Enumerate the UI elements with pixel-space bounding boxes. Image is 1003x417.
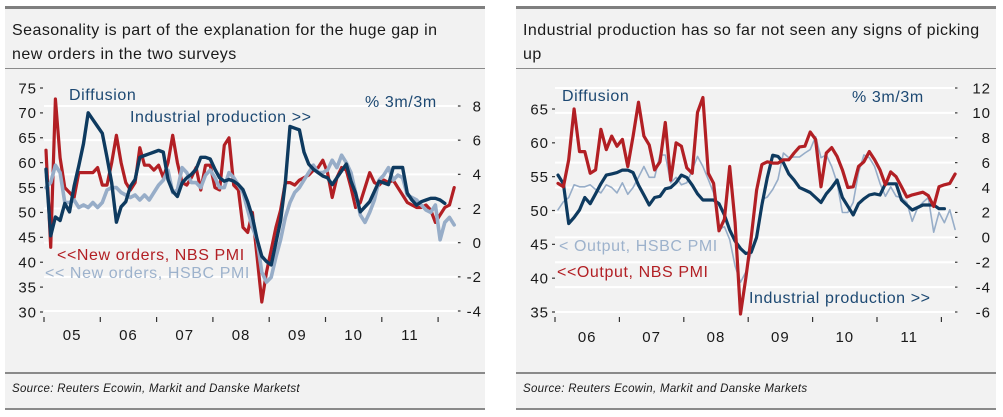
series-line-industrial-production (44, 111, 447, 267)
y-left-tick-label: 65 (18, 130, 37, 147)
y-left-tick-label: 60 (530, 135, 549, 152)
chart-panel-output: Industrial production has so far not see… (516, 6, 996, 410)
panel-bottom-rule (5, 408, 485, 410)
y-right-tick-label: 2 (473, 201, 482, 218)
y-right-tick-label: 8 (982, 130, 991, 147)
y-right-tick-label: -2 (467, 269, 482, 286)
title-divider (516, 68, 996, 69)
source-divider (516, 372, 996, 374)
y-left-tick-label: 35 (18, 279, 37, 296)
y-right-tick-label: 6 (473, 132, 482, 149)
series-label-hsbc-output: < Output, HSBC PMI (559, 238, 718, 255)
y-left-tick-label: 45 (18, 230, 37, 247)
title-divider (5, 68, 485, 69)
x-tick-label: 07 (175, 327, 194, 344)
x-tick-label: 10 (835, 329, 854, 346)
chart-title-line: Industrial production has so far not see… (523, 22, 980, 39)
y-right-tick-label: 4 (473, 167, 482, 184)
y-right-axis-label: % 3m/3m (852, 89, 924, 106)
y-right-tick-label: 0 (982, 230, 991, 247)
y-right-axis-label: % 3m/3m (365, 94, 437, 111)
chart-title: Industrial production has so far not see… (523, 19, 980, 67)
y-right-tick-label: 10 (972, 105, 991, 122)
y-right-tick-label: -6 (976, 304, 991, 321)
panel-top-rule (5, 6, 485, 9)
y-left-tick-label: 60 (18, 155, 37, 172)
series-label-nbs-new-orders: <<New orders, NBS PMI (57, 247, 245, 264)
y-right-tick-label: 2 (982, 205, 991, 222)
y-left-tick-label: 55 (530, 169, 549, 186)
y-left-tick-label: 35 (530, 304, 549, 321)
series-label-hsbc-new-orders: << New orders, HSBC PMI (45, 265, 250, 282)
panel-bottom-rule (516, 408, 996, 410)
y-right-tick-label: 6 (982, 155, 991, 172)
y-right-tick-label: 4 (982, 180, 991, 197)
x-tick-label: 10 (344, 327, 363, 344)
chart-plot-output: 35 40 45 50 55 60 65 -6 -4 -2 0 2 4 6 8 10 12 06 07 08 09 10 1… (530, 80, 991, 346)
y-left-tick-label: 40 (530, 270, 549, 287)
chart-title-line: Seasonality is part of the explanation f… (12, 22, 438, 39)
y-right-tick-label: 12 (972, 80, 991, 97)
x-tick-label: 08 (707, 329, 726, 346)
chart-title-line: new orders in the two surveys (12, 46, 237, 63)
y-left-axis-label: Diffusion (69, 87, 136, 104)
y-right-tick-label: -2 (976, 255, 991, 272)
series-line-hsbc-output (557, 135, 956, 284)
source-note: Source: Reuters Ecowin, Markit and Dansk… (12, 383, 300, 395)
y-left-tick-label: 70 (18, 105, 37, 122)
y-left-axis-label: Diffusion (562, 88, 629, 105)
y-right-tick-label: 8 (473, 98, 482, 115)
x-tick-label: 11 (401, 327, 419, 344)
chart-plot-new-orders: 30 35 40 45 50 55 60 65 70 75 -4 -2 0 2 4 6 8 05 06 07 08 09 1… (18, 80, 482, 344)
y-left-tick-label: 65 (530, 101, 549, 118)
x-tick-label: 06 (119, 327, 138, 344)
x-tick-label: 08 (232, 327, 251, 344)
series-line-hsbc-new-orders (44, 153, 457, 284)
y-right-tick-label: -4 (976, 279, 991, 296)
chart-title: Seasonality is part of the explanation f… (12, 19, 437, 67)
chart-panel-new-orders: Seasonality is part of the explanation f… (5, 6, 485, 410)
panel-top-rule (516, 6, 996, 9)
y-left-tick-label: 50 (18, 205, 37, 222)
y-left-tick-label: 40 (18, 255, 37, 272)
y-right-tick-label: 0 (473, 235, 482, 252)
chart-title-line: up (523, 46, 542, 63)
series-label-nbs-output: <<Output, NBS PMI (557, 264, 709, 281)
y-left-tick-label: 45 (530, 237, 549, 254)
series-line-nbs-output (556, 95, 957, 316)
x-tick-label: 05 (63, 327, 82, 344)
x-tick-label: 06 (578, 329, 597, 346)
x-tick-label: 11 (900, 329, 918, 346)
y-left-tick-label: 75 (18, 80, 37, 97)
x-tick-label: 09 (771, 329, 790, 346)
x-tick-label: 09 (288, 327, 307, 344)
y-right-tick-label: -4 (467, 303, 482, 320)
y-left-tick-label: 30 (18, 304, 37, 321)
source-note: Source: Reuters Ecowin, Markit and Dansk… (523, 383, 808, 395)
y-left-tick-label: 50 (530, 203, 549, 220)
y-left-tick-label: 55 (18, 180, 37, 197)
series-label-industrial-production: Industrial production >> (130, 109, 312, 126)
source-divider (5, 372, 485, 374)
x-tick-label: 07 (642, 329, 661, 346)
series-line-industrial-production (556, 153, 947, 256)
series-label-industrial-production: Industrial production >> (749, 290, 931, 307)
